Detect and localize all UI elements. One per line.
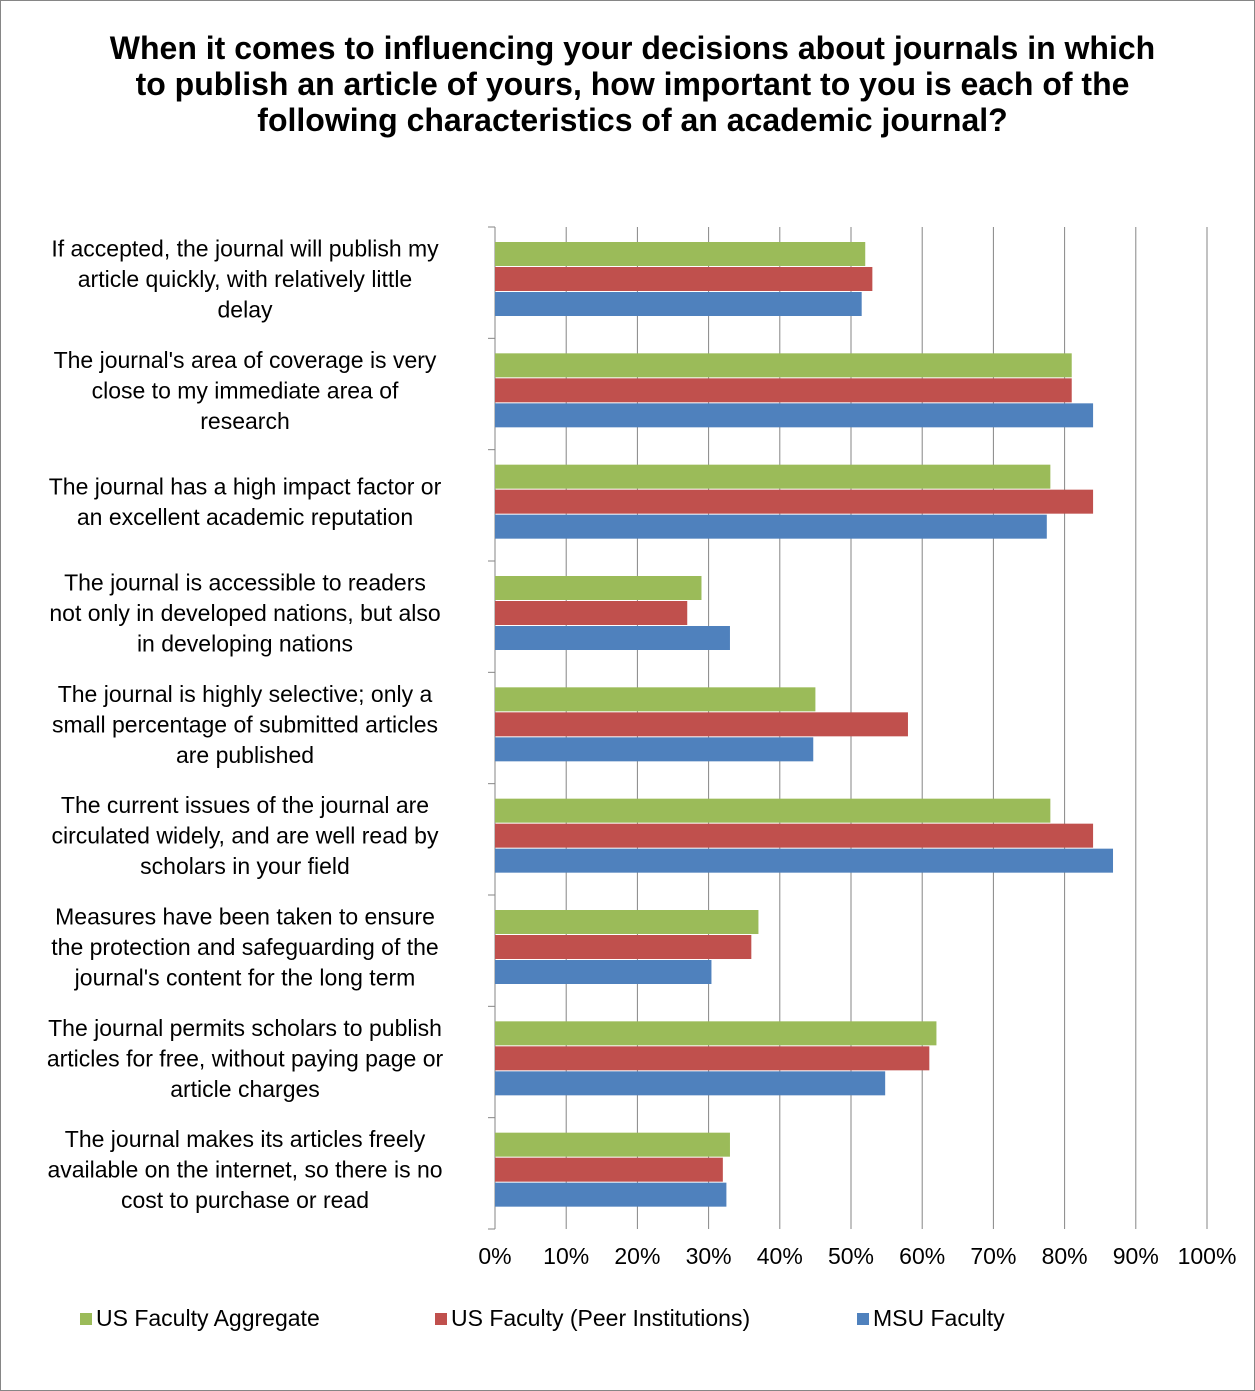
bars	[495, 242, 1114, 1207]
chart-title: When it comes to influencing your decisi…	[109, 30, 1156, 138]
category-label-line: are published	[176, 742, 314, 768]
category-label-line: journal's content for the long term	[74, 965, 416, 991]
category-label: The journal makes its articles freely ava…	[47, 1126, 442, 1213]
category-label: The journal permits scholars to publish a…	[47, 1015, 444, 1102]
legend-swatch	[80, 1313, 92, 1325]
category-label-line: If accepted, the journal will publish my	[51, 236, 439, 262]
legend-label: US Faculty (Peer Institutions)	[451, 1305, 751, 1331]
x-tick-label: 10%	[543, 1243, 589, 1269]
category-label-line: scholars in your field	[140, 853, 350, 879]
legend-label: MSU Faculty	[873, 1305, 1005, 1331]
category-label: The current issues of the journal are cir…	[52, 792, 439, 879]
x-tick-label: 0%	[478, 1243, 511, 1269]
category-labels: If accepted, the journal will publish my…	[47, 236, 444, 1214]
category-label: The journal has a high impact factor or a…	[49, 473, 442, 530]
category-label-line: close to my immediate area of	[92, 377, 399, 403]
bar	[495, 1071, 886, 1096]
category-label-line: the protection and safeguarding of the	[51, 934, 438, 960]
category-label-line: delay	[218, 297, 273, 323]
category-label-line: article charges	[170, 1076, 320, 1102]
x-tick-label: 60%	[899, 1243, 945, 1269]
bar	[495, 935, 752, 959]
bar	[495, 1132, 730, 1157]
x-tick-label: 100%	[1178, 1243, 1237, 1269]
x-tick-label: 90%	[1113, 1243, 1159, 1269]
category-label-line: The journal is accessible to readers	[64, 570, 426, 596]
x-tick-label: 40%	[757, 1243, 803, 1269]
category-label-line: in developing nations	[137, 631, 353, 657]
category-label-line: available on the internet, so there is n…	[47, 1157, 442, 1183]
bar	[495, 353, 1072, 378]
category-label-line: an excellent academic reputation	[77, 504, 413, 530]
bar	[495, 464, 1051, 489]
category-label: The journal is highly selective; only a s…	[52, 681, 438, 768]
legend-swatch	[857, 1313, 869, 1325]
category-label-line: article quickly, with relatively little	[78, 266, 412, 292]
bar	[495, 267, 873, 291]
bar	[495, 1046, 930, 1071]
bar	[495, 687, 816, 712]
x-tick-label: 80%	[1042, 1243, 1088, 1269]
bar	[495, 1182, 727, 1207]
bar	[495, 798, 1051, 823]
bar	[495, 601, 688, 625]
x-tick-label: 70%	[970, 1243, 1016, 1269]
bar	[495, 712, 908, 737]
bar	[495, 626, 730, 650]
category-label: The journal is accessible to readers not …	[49, 570, 440, 657]
category-label-line: The current issues of the journal are	[61, 792, 429, 818]
bar	[495, 242, 866, 266]
bar	[495, 823, 1094, 848]
bar	[495, 848, 1114, 873]
category-label-line: articles for free, without paying page o…	[47, 1045, 444, 1071]
bar	[495, 737, 814, 762]
bar	[495, 489, 1094, 514]
category-label-line: cost to purchase or read	[121, 1187, 369, 1213]
category-label-line: circulated widely, and are well read by	[52, 823, 439, 849]
x-tick-label: 20%	[614, 1243, 660, 1269]
category-label-line: The journal has a high impact factor or	[49, 473, 442, 499]
legend-label: US Faculty Aggregate	[96, 1305, 320, 1331]
x-tick-label: 50%	[828, 1243, 874, 1269]
x-tick-label: 30%	[686, 1243, 732, 1269]
bar	[495, 1157, 723, 1182]
category-label-line: small percentage of submitted articles	[52, 711, 438, 737]
bar	[495, 1021, 937, 1046]
legend: US Faculty Aggregate US Faculty (Peer Ins…	[0, 1300, 1253, 1340]
axes	[488, 226, 496, 1230]
category-label: If accepted, the journal will publish my…	[51, 236, 439, 323]
category-label-line: The journal is highly selective; only a	[58, 681, 433, 707]
bar	[495, 403, 1094, 428]
bar	[495, 378, 1072, 403]
category-label: The journal's area of coverage is very cl…	[54, 347, 437, 434]
category-label-line: research	[200, 408, 289, 434]
bar	[495, 576, 702, 600]
category-label-line: The journal permits scholars to publish	[48, 1015, 442, 1041]
bar	[495, 514, 1047, 539]
category-label-line: The journal's area of coverage is very	[54, 347, 437, 373]
category-label-line: Measures have been taken to ensure	[55, 904, 435, 930]
x-tick-labels: 0% 10% 20% 30% 40% 50% 60% 70% 80% 90% 100%	[478, 1243, 1236, 1269]
category-label-line: The journal makes its articles freely	[65, 1126, 426, 1152]
bar	[495, 910, 759, 934]
legend-swatch	[435, 1313, 447, 1325]
category-label-line: not only in developed nations, but also	[49, 600, 440, 626]
category-label: Measures have been taken to ensure the pr…	[51, 904, 438, 991]
bar	[495, 292, 862, 316]
bar	[495, 960, 712, 984]
